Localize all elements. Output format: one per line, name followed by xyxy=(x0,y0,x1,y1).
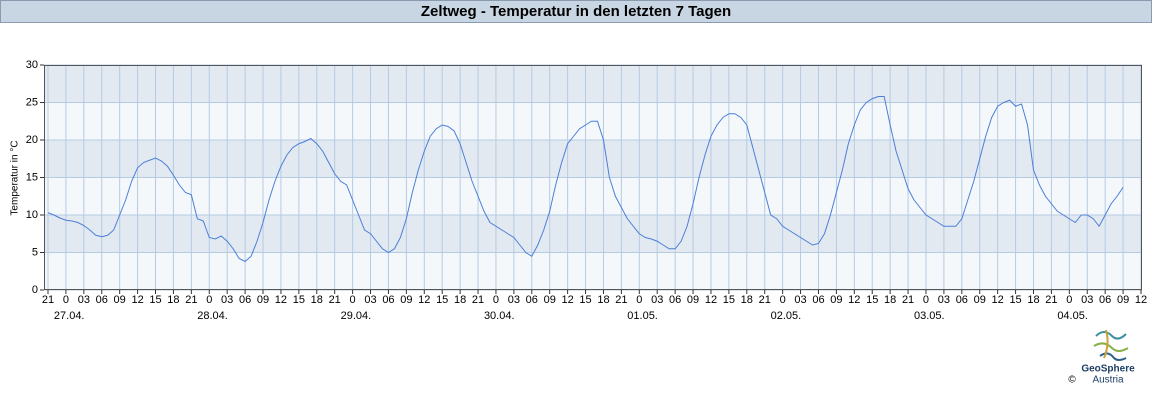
copyright: © xyxy=(1068,375,1076,386)
x-tick-label: 21 xyxy=(472,294,484,306)
x-tick-label: 21 xyxy=(1045,294,1057,306)
x-tick-label: 06 xyxy=(526,294,538,306)
y-tick-label: 0 xyxy=(32,284,38,296)
y-tick-label: 30 xyxy=(26,59,38,71)
x-tick-label: 06 xyxy=(669,294,681,306)
x-tick-label: 0 xyxy=(636,294,642,306)
x-tick-label: 12 xyxy=(275,294,287,306)
x-tick-label: 21 xyxy=(185,294,197,306)
x-tick-label: 03 xyxy=(508,294,520,306)
x-tick-label: 06 xyxy=(1099,294,1111,306)
logo-sub: Austria xyxy=(1092,375,1124,386)
x-tick-label: 0 xyxy=(350,294,356,306)
x-tick-label: 09 xyxy=(687,294,699,306)
logo-icon xyxy=(1093,329,1129,361)
x-tick-label: 03 xyxy=(938,294,950,306)
x-tick-label: 15 xyxy=(579,294,591,306)
x-tick-label: 06 xyxy=(239,294,251,306)
x-tick-label: 0 xyxy=(780,294,786,306)
x-tick-label: 09 xyxy=(114,294,126,306)
grid-band xyxy=(44,140,1142,178)
x-tick-label: 09 xyxy=(544,294,556,306)
plot-area: 0 5 10 15 20 25 30 21 0 03 06 09 12 15 18 21 0 03 06 09 12 15… xyxy=(26,59,1147,322)
x-tick-label: 0 xyxy=(1066,294,1072,306)
day-label: 01.05. xyxy=(627,310,658,322)
x-tick-label: 0 xyxy=(923,294,929,306)
x-tick-label: 15 xyxy=(866,294,878,306)
x-tick-label: 03 xyxy=(794,294,806,306)
x-tick-label: 21 xyxy=(329,294,341,306)
plot-frame xyxy=(44,65,1142,290)
x-tick-label: 21 xyxy=(902,294,914,306)
day-label: 29.04. xyxy=(341,310,372,322)
y-tick-label: 20 xyxy=(26,134,38,146)
day-label: 04.05. xyxy=(1057,310,1088,322)
x-tick-label: 18 xyxy=(311,294,323,306)
x-tick-label: 21 xyxy=(759,294,771,306)
temperature-line xyxy=(47,96,1124,263)
x-tick-label: 03 xyxy=(78,294,90,306)
x-tick-label: 12 xyxy=(1135,294,1147,306)
x-tick-label: 09 xyxy=(1117,294,1129,306)
logo-name: GeoSphere xyxy=(1081,364,1135,375)
logo: GeoSphere © Austria xyxy=(1068,329,1135,386)
y-tick-label: 5 xyxy=(32,246,38,258)
x-tick-label: 18 xyxy=(741,294,753,306)
x-tick-label: 15 xyxy=(293,294,305,306)
x-tick-label: 21 xyxy=(42,294,54,306)
x-tick-label: 15 xyxy=(723,294,735,306)
x-tick-label: 06 xyxy=(812,294,824,306)
day-label: 02.05. xyxy=(771,310,802,322)
x-tick-label: 12 xyxy=(131,294,143,306)
grid-band xyxy=(44,215,1142,253)
x-tick-label: 06 xyxy=(956,294,968,306)
day-label: 27.04. xyxy=(54,310,85,322)
x-tick-label: 12 xyxy=(705,294,717,306)
x-tick-label: 06 xyxy=(382,294,394,306)
x-tick-label: 09 xyxy=(400,294,412,306)
x-tick-label: 06 xyxy=(96,294,108,306)
x-tick-label: 0 xyxy=(206,294,212,306)
x-tick-label: 15 xyxy=(1009,294,1021,306)
x-tick-label: 09 xyxy=(974,294,986,306)
grid-band xyxy=(44,65,1142,103)
y-axis-label: Temperatur in °C xyxy=(10,140,21,215)
x-tick-label: 18 xyxy=(167,294,179,306)
x-tick-label: 12 xyxy=(418,294,430,306)
x-tick-label: 21 xyxy=(615,294,627,306)
y-tick-label: 10 xyxy=(26,209,38,221)
x-tick-label: 03 xyxy=(364,294,376,306)
day-label: 30.04. xyxy=(484,310,515,322)
x-tick-label: 18 xyxy=(884,294,896,306)
x-tick-label: 18 xyxy=(597,294,609,306)
x-tick-label: 18 xyxy=(454,294,466,306)
x-tick-label: 03 xyxy=(221,294,233,306)
x-tick-label: 15 xyxy=(436,294,448,306)
x-tick-label: 0 xyxy=(63,294,69,306)
chart-title: Zeltweg - Temperatur in den letzten 7 Ta… xyxy=(421,3,731,20)
y-tick-label: 15 xyxy=(26,171,38,183)
x-tick-label: 0 xyxy=(493,294,499,306)
x-tick-label: 12 xyxy=(561,294,573,306)
day-label: 28.04. xyxy=(197,310,228,322)
x-tick-label: 09 xyxy=(257,294,269,306)
x-tick-label: 03 xyxy=(651,294,663,306)
x-tick-label: 15 xyxy=(149,294,161,306)
x-tick-label: 12 xyxy=(992,294,1004,306)
x-tick-label: 09 xyxy=(830,294,842,306)
x-tick-label: 18 xyxy=(1027,294,1039,306)
x-tick-label: 12 xyxy=(848,294,860,306)
y-tick-label: 25 xyxy=(26,96,38,108)
x-tick-label: 03 xyxy=(1081,294,1093,306)
day-label: 03.05. xyxy=(914,310,945,322)
